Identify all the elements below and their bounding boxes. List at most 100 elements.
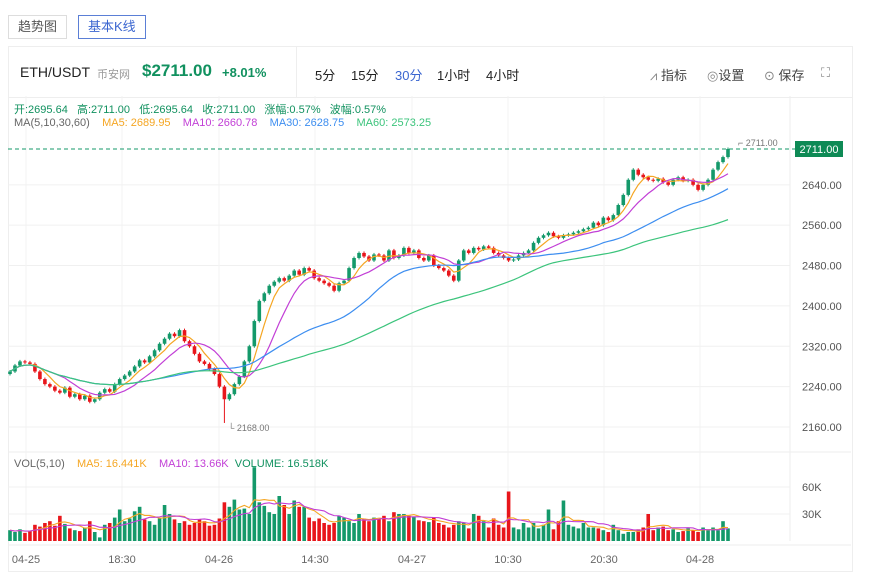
- candle: [616, 205, 621, 216]
- volume-bar: [332, 523, 336, 541]
- volume-bar: [187, 524, 192, 541]
- indicator-button[interactable]: ⩘ 指标: [650, 65, 687, 84]
- volume-bar: [372, 517, 376, 541]
- time-tick-label: 20:30: [590, 554, 618, 566]
- candle: [87, 395, 92, 402]
- candle: [691, 179, 695, 185]
- low-marker: └ 2168.00: [228, 422, 269, 433]
- candle: [122, 375, 127, 380]
- candle: [621, 194, 626, 206]
- candle: [571, 232, 576, 235]
- volume-bar: [666, 530, 670, 541]
- candle: [601, 217, 606, 226]
- candle: [252, 321, 257, 347]
- candle: [641, 174, 646, 178]
- volume-bar: [157, 518, 162, 541]
- candle: [58, 390, 62, 393]
- exchange-source: 币安网: [97, 69, 130, 81]
- candle: [432, 255, 436, 266]
- candle: [312, 270, 316, 279]
- volume-bar: [48, 521, 52, 541]
- candle: [107, 389, 112, 392]
- candle: [372, 254, 376, 261]
- candle: [551, 232, 556, 237]
- period-30m[interactable]: 30分: [395, 68, 423, 83]
- candle: [701, 184, 705, 190]
- tab-basic-kline[interactable]: 基本K线: [78, 15, 146, 39]
- candle: [591, 222, 596, 228]
- volume-bar: [616, 530, 621, 541]
- volume-bar: [626, 532, 631, 541]
- volume-bar: [651, 530, 656, 541]
- save-button[interactable]: ⊙ 保存: [764, 65, 805, 84]
- volume-bar: [466, 528, 471, 541]
- volume-bar: [636, 529, 641, 541]
- candle: [137, 360, 142, 367]
- line-chart-icon: ⩘: [650, 68, 658, 83]
- volume-bar: [142, 519, 147, 541]
- period-4h[interactable]: 4小时: [486, 68, 520, 83]
- volume-bar: [377, 519, 381, 541]
- volume-bar: [606, 532, 611, 541]
- rise-value: 涨幅:0.57%: [264, 104, 321, 116]
- candle: [43, 379, 47, 385]
- vol-ma10: MA10: 13.66K: [158, 458, 229, 470]
- volume-bar: [247, 514, 252, 541]
- period-15m[interactable]: 15分: [351, 68, 379, 83]
- volume-bar: [257, 502, 262, 541]
- amplitude-value: 波幅:0.57%: [329, 104, 387, 116]
- candle: [117, 379, 122, 385]
- volume-bar: [192, 523, 197, 541]
- fullscreen-icon[interactable]: ⛶: [821, 65, 831, 80]
- candle: [317, 278, 321, 281]
- volume-bar: [167, 514, 172, 541]
- volume-bar: [571, 526, 576, 541]
- volume-bar: [486, 527, 491, 541]
- volume-bar: [591, 527, 596, 541]
- period-5m[interactable]: 5分: [315, 68, 336, 83]
- tab-trend-chart[interactable]: 趋势图: [8, 15, 68, 39]
- volume-bar: [601, 530, 606, 541]
- period-1h[interactable]: 1小时: [437, 68, 471, 83]
- candle: [78, 394, 82, 400]
- volume-bar: [706, 530, 710, 541]
- volume-bar: [402, 514, 406, 541]
- candle: [112, 384, 117, 392]
- volume-bar: [152, 524, 157, 541]
- volume-bar: [177, 523, 182, 541]
- candle: [97, 392, 102, 400]
- volume-bar: [78, 531, 82, 541]
- volume-bar: [686, 528, 690, 541]
- volume-bar: [621, 533, 626, 541]
- volume-bar: [58, 515, 62, 541]
- price-tick-label: 2640.00: [802, 180, 842, 192]
- candle: [297, 270, 301, 275]
- price-tick-label: 2160.00: [802, 422, 842, 434]
- volume-bar: [536, 528, 541, 541]
- candle: [202, 361, 207, 364]
- candle: [33, 363, 37, 372]
- candle: [352, 257, 356, 269]
- volume-bar: [546, 509, 551, 541]
- candle: [242, 361, 247, 377]
- candle: [586, 227, 591, 230]
- settings-button[interactable]: ◎设置: [707, 65, 744, 84]
- volume-bar: [501, 527, 506, 541]
- candle: [711, 169, 715, 180]
- candle: [207, 363, 212, 369]
- candle: [162, 338, 167, 344]
- vol-tick-label: 30K: [802, 509, 822, 521]
- candle: [441, 268, 446, 271]
- ma-label: MA(5,10,30,60): [14, 117, 90, 129]
- volume-bar: [202, 521, 207, 541]
- candle: [147, 356, 152, 363]
- candle: [427, 255, 431, 261]
- volume-bar: [182, 521, 187, 541]
- volume-bar: [596, 528, 601, 541]
- price-tick-label: 2240.00: [802, 382, 842, 394]
- volume-bar: [641, 527, 646, 541]
- volume-bar: [197, 519, 202, 541]
- candle: [726, 149, 730, 158]
- volume-bar: [437, 523, 441, 541]
